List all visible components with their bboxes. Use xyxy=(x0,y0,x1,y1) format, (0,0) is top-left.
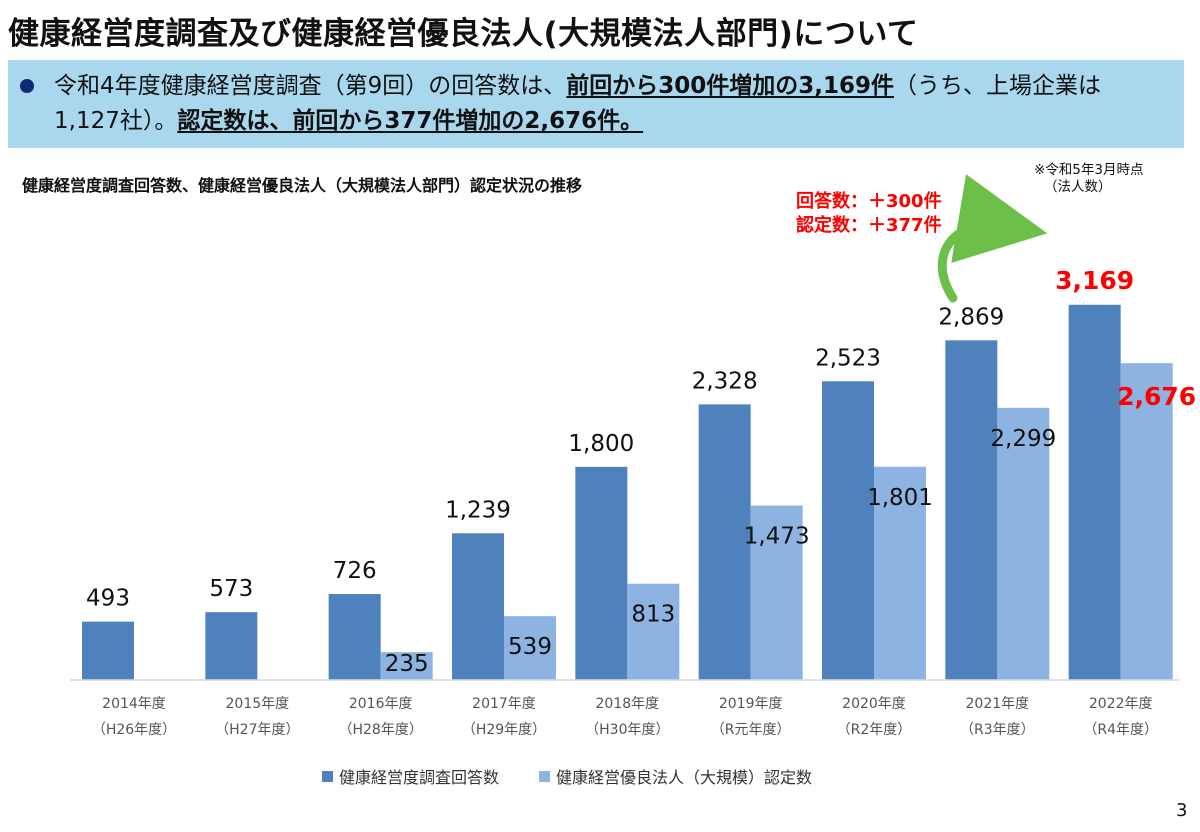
tick-sublabel-2022年度: （R4年度） xyxy=(1083,722,1158,738)
tick-label-2018年度: 2018年度 xyxy=(596,696,660,712)
summary-banner: 令和4年度健康経営度調査（第9回）の回答数は、前回から300件増加の3,169件… xyxy=(8,60,1184,148)
legend-swatch-certified xyxy=(539,770,551,782)
bar-responses-2015年度 xyxy=(205,612,258,680)
legend-label-responses: 健康経営度調査回答数 xyxy=(339,768,500,787)
legend-item-responses: 健康経営度調査回答数 xyxy=(322,764,499,788)
bar-certified-2017年度 xyxy=(504,616,556,680)
increase-arrow xyxy=(937,174,1048,303)
delta-annotation: 回答数：＋300件 認定数：＋377件 xyxy=(796,190,942,238)
label-responses-2017年度: 1,239 xyxy=(445,497,511,523)
tick-label-2020年度: 2020年度 xyxy=(842,696,906,712)
bar-certified-2018年度 xyxy=(627,583,680,680)
bullet-icon xyxy=(20,79,34,93)
label-responses-2015年度: 573 xyxy=(209,576,253,602)
bar-responses-2019年度 xyxy=(698,404,751,680)
label-responses-2019年度: 2,328 xyxy=(692,368,758,394)
bar-responses-2014年度 xyxy=(82,621,134,680)
chart-title: 健康経営度調査回答数、健康経営優良法人（大規模法人部門）認定状況の推移 xyxy=(22,176,583,195)
tick-sublabel-2019年度: （R元年度） xyxy=(711,722,791,738)
label-certified-2019年度: 1,473 xyxy=(744,524,810,550)
tick-label-2016年度: 2016年度 xyxy=(349,696,413,712)
tick-label-2017年度: 2017年度 xyxy=(472,696,536,712)
label-certified-2018年度: 813 xyxy=(631,602,675,628)
bar-certified-2019年度 xyxy=(750,505,803,680)
label-responses-2016年度: 726 xyxy=(333,558,377,584)
tick-label-2015年度: 2015年度 xyxy=(226,696,290,712)
delta-certified: 認定数：＋377件 xyxy=(796,215,942,236)
note-unit: （法人数） xyxy=(1044,179,1112,195)
label-certified-2022年度: 2,676 xyxy=(1117,382,1196,411)
tick-sublabel-2014年度: （H26年度） xyxy=(92,722,176,738)
label-certified-2016年度: 235 xyxy=(385,651,429,677)
summary-text: 令和4年度健康経営度調査（第9回）の回答数は、前回から300件増加の3,169件… xyxy=(54,69,1166,139)
page-title: 健康経営度調査及び健康経営優良法人(大規模法人部門)について xyxy=(8,16,919,52)
tick-sublabel-2020年度: （R2年度） xyxy=(837,722,912,738)
tick-sublabel-2021年度: （R3年度） xyxy=(960,722,1035,738)
bar-certified-2016年度 xyxy=(380,652,433,680)
label-certified-2017年度: 539 xyxy=(508,634,552,660)
bar-responses-2020年度 xyxy=(822,381,874,680)
tick-label-2014年度: 2014年度 xyxy=(102,696,166,712)
label-responses-2014年度: 493 xyxy=(86,586,130,612)
tick-sublabel-2015年度: （H27年度） xyxy=(215,722,299,738)
label-certified-2020年度: 1,801 xyxy=(867,485,933,511)
tick-label-2022年度: 2022年度 xyxy=(1089,696,1153,712)
tick-label-2019年度: 2019年度 xyxy=(719,696,783,712)
tick-sublabel-2017年度: （H29年度） xyxy=(462,722,546,738)
bar-certified-2020年度 xyxy=(874,466,926,680)
summary-part-3: （うち、上場企業は1,127社）。 xyxy=(54,73,1102,134)
chart-legend: 健康経営度調査回答数 健康経営優良法人（大規模）認定数 xyxy=(322,764,852,788)
bar-responses-2018年度 xyxy=(575,466,628,680)
bar-responses-2017年度 xyxy=(452,533,504,680)
summary-part-1: 令和4年度健康経営度調査（第9回）の回答数は、 xyxy=(54,73,567,99)
tick-sublabel-2018年度: （H30年度） xyxy=(585,722,669,738)
label-responses-2021年度: 2,869 xyxy=(938,304,1004,330)
page-number: 3 xyxy=(1176,800,1188,821)
summary-highlight-responses: 前回から300件増加の3,169件 xyxy=(566,73,895,99)
legend-swatch-responses xyxy=(322,770,333,782)
legend-label-certified: 健康経営優良法人（大規模）認定数 xyxy=(556,768,813,787)
tick-sublabel-2016年度: （H28年度） xyxy=(338,722,422,738)
label-responses-2020年度: 2,523 xyxy=(815,345,881,371)
summary-highlight-certified: 認定数は、前回から377件増加の2,676件。 xyxy=(177,108,644,134)
label-certified-2021年度: 2,299 xyxy=(990,426,1056,452)
bar-responses-2021年度 xyxy=(945,340,998,680)
bar-certified-2022年度 xyxy=(1120,363,1173,680)
note-date: ※令和5年3月時点 xyxy=(1034,162,1144,178)
bar-certified-2021年度 xyxy=(997,407,1050,680)
label-responses-2022年度: 3,169 xyxy=(1055,266,1134,295)
delta-responses: 回答数：＋300件 xyxy=(796,191,942,212)
legend-item-certified: 健康経営優良法人（大規模）認定数 xyxy=(539,764,812,788)
tick-label-2021年度: 2021年度 xyxy=(966,696,1030,712)
label-responses-2018年度: 1,800 xyxy=(568,431,634,457)
bar-responses-2022年度 xyxy=(1068,304,1121,680)
data-note: ※令和5年3月時点 （法人数） xyxy=(1034,162,1144,196)
bar-responses-2016年度 xyxy=(328,594,381,680)
